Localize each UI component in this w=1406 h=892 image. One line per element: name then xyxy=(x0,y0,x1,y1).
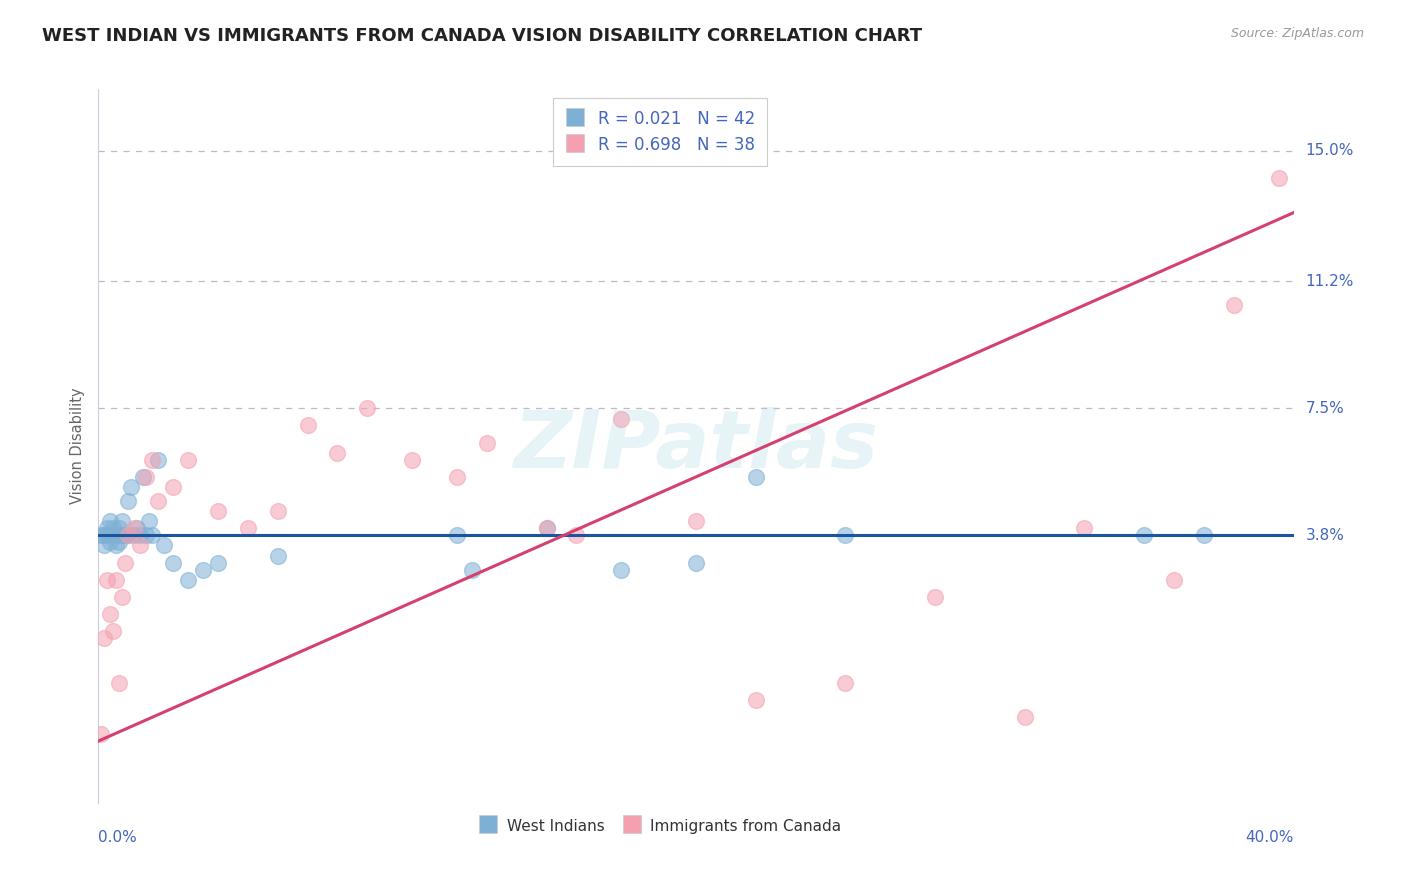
Y-axis label: Vision Disability: Vision Disability xyxy=(69,388,84,504)
Point xyxy=(98,515,122,529)
Point xyxy=(124,521,146,535)
Point xyxy=(1223,298,1246,312)
Point xyxy=(236,521,259,535)
Point xyxy=(475,435,498,450)
Point xyxy=(191,562,214,576)
Point xyxy=(93,528,115,542)
Point xyxy=(98,607,122,621)
Point xyxy=(111,590,134,604)
Point xyxy=(536,521,558,535)
Point xyxy=(111,515,134,529)
Point xyxy=(1014,710,1036,724)
Point xyxy=(135,528,157,542)
Point xyxy=(297,418,319,433)
Point xyxy=(685,515,707,529)
Point xyxy=(207,504,229,518)
Point xyxy=(141,528,163,542)
Point xyxy=(98,535,122,549)
Point xyxy=(90,727,112,741)
Point xyxy=(108,675,131,690)
Text: 7.5%: 7.5% xyxy=(1306,401,1344,416)
Point xyxy=(96,521,118,535)
Point xyxy=(105,539,128,553)
Point xyxy=(132,470,155,484)
Point xyxy=(924,590,946,604)
Legend: West Indians, Immigrants from Canada: West Indians, Immigrants from Canada xyxy=(468,806,852,845)
Point xyxy=(103,528,125,542)
Point xyxy=(745,693,768,707)
Point xyxy=(1163,573,1185,587)
Point xyxy=(148,452,170,467)
Point xyxy=(1192,528,1215,542)
Point xyxy=(108,535,131,549)
Point xyxy=(105,573,128,587)
Point xyxy=(834,528,856,542)
Point xyxy=(124,528,146,542)
Point xyxy=(356,401,378,416)
Text: 15.0%: 15.0% xyxy=(1306,144,1354,159)
Point xyxy=(117,494,139,508)
Point xyxy=(141,452,163,467)
Point xyxy=(326,446,349,460)
Point xyxy=(162,480,184,494)
Point xyxy=(127,521,149,535)
Point xyxy=(162,556,184,570)
Point xyxy=(105,528,128,542)
Point xyxy=(93,539,115,553)
Point xyxy=(103,521,125,535)
Point xyxy=(148,494,170,508)
Point xyxy=(1133,528,1156,542)
Text: Source: ZipAtlas.com: Source: ZipAtlas.com xyxy=(1230,27,1364,40)
Text: 40.0%: 40.0% xyxy=(1246,830,1294,846)
Point xyxy=(138,515,160,529)
Point xyxy=(401,452,423,467)
Point xyxy=(610,562,633,576)
Point xyxy=(745,470,768,484)
Text: 0.0%: 0.0% xyxy=(98,830,138,846)
Point xyxy=(90,528,112,542)
Point xyxy=(207,556,229,570)
Point xyxy=(93,631,115,645)
Point xyxy=(114,556,136,570)
Point xyxy=(135,470,157,484)
Text: 11.2%: 11.2% xyxy=(1306,274,1354,289)
Text: 3.8%: 3.8% xyxy=(1306,528,1344,542)
Point xyxy=(446,528,468,542)
Point xyxy=(117,528,139,542)
Point xyxy=(120,480,142,494)
Point xyxy=(103,624,125,639)
Point xyxy=(96,573,118,587)
Point xyxy=(108,521,131,535)
Point xyxy=(96,528,118,542)
Text: WEST INDIAN VS IMMIGRANTS FROM CANADA VISION DISABILITY CORRELATION CHART: WEST INDIAN VS IMMIGRANTS FROM CANADA VI… xyxy=(42,27,922,45)
Point xyxy=(446,470,468,484)
Point xyxy=(461,562,484,576)
Point xyxy=(1073,521,1095,535)
Point xyxy=(153,539,176,553)
Point xyxy=(834,675,856,690)
Point xyxy=(565,528,588,542)
Point xyxy=(177,452,200,467)
Point xyxy=(1267,171,1289,186)
Point xyxy=(111,528,134,542)
Point xyxy=(536,521,558,535)
Point xyxy=(129,528,152,542)
Point xyxy=(114,528,136,542)
Point xyxy=(610,411,633,425)
Point xyxy=(129,539,152,553)
Point xyxy=(267,549,290,563)
Point xyxy=(177,573,200,587)
Text: ZIPatlas: ZIPatlas xyxy=(513,407,879,485)
Point xyxy=(267,504,290,518)
Point xyxy=(685,556,707,570)
Point xyxy=(117,528,139,542)
